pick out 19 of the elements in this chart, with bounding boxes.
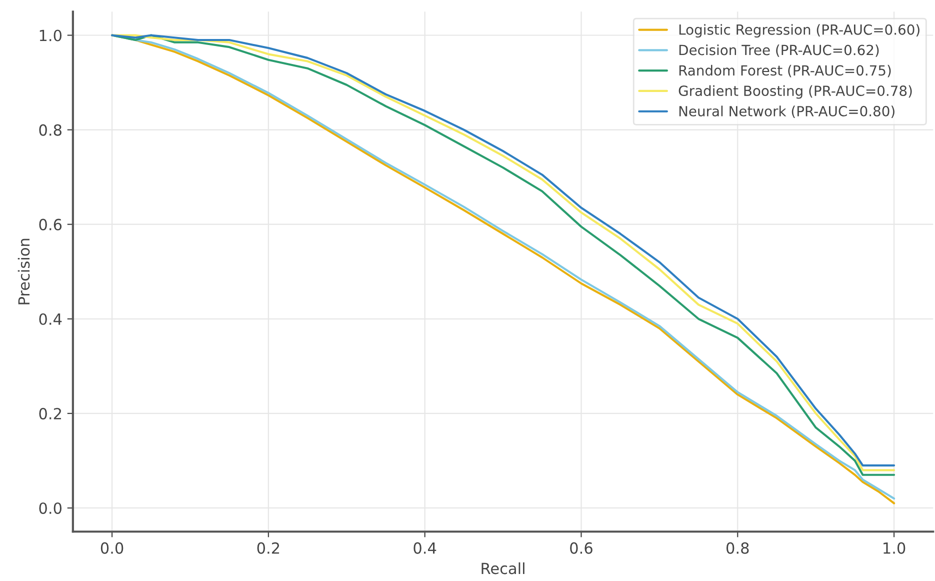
y-tick-label: 1.0: [40, 30, 62, 42]
x-tick-label: 0.8: [726, 542, 749, 554]
x-axis-title: Recall: [482, 562, 524, 574]
x-tick-label: 0.2: [257, 542, 280, 554]
x-tick-label: 0.4: [414, 542, 436, 554]
legend-label: Gradient Boosting (PR-AUC=0.78): [678, 85, 912, 99]
x-tick-label: 0.6: [570, 542, 592, 554]
y-tick-label: 0.0: [39, 502, 62, 514]
y-tick-label: 0.4: [39, 313, 62, 325]
y-tick-label: 0.8: [39, 124, 62, 136]
legend-label: Decision Tree (PR-AUC=0.62): [679, 44, 879, 57]
legend-label: Random Forest (PR-AUC=0.75): [679, 64, 891, 78]
y-tick-label: 0.6: [39, 218, 62, 230]
y-tick-label: 0.2: [39, 408, 61, 420]
x-tick-label: 1.0: [884, 542, 906, 554]
legend-label: Logistic Regression (PR-AUC=0.60): [679, 24, 920, 38]
x-tick-label: 0.0: [100, 542, 124, 554]
legend-label: Neural Network (PR-AUC=0.80): [679, 106, 894, 118]
y-axis-title: Precision: [18, 238, 30, 304]
